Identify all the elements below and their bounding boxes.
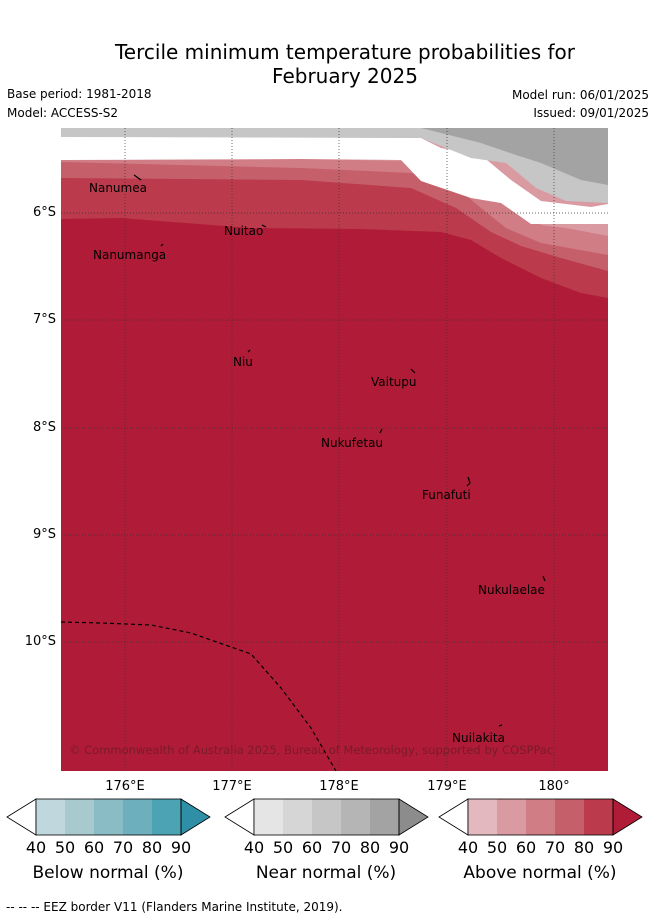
copyright-notice: © Commonwealth of Australia 2025, Bureau…	[69, 743, 553, 757]
lon-label-177e: 177°E	[212, 779, 252, 794]
below-normal-frame	[35, 798, 182, 836]
below-tick-90: 90	[170, 838, 192, 857]
above-tick-60: 60	[515, 838, 537, 857]
island-nukufetau-shape	[379, 428, 383, 434]
island-nuitao-shape	[261, 224, 267, 228]
lon-label-180: 180°	[538, 779, 570, 794]
island-nanumanga-shape	[160, 243, 164, 247]
issued-date: Issued: 09/01/2025	[533, 106, 649, 120]
near-tick-90: 90	[388, 838, 410, 857]
place-label-vaitupu: Vaitupu	[371, 375, 417, 389]
map-title: Tercile minimum temperature probabilitie…	[0, 40, 655, 88]
near-normal-max-arrow	[398, 798, 429, 836]
near-normal-swatch-40	[254, 799, 283, 835]
colorbar-legend	[6, 798, 643, 836]
near-normal-swatch-50	[283, 799, 312, 835]
near-tick-70: 70	[330, 838, 352, 857]
near-tick-40: 40	[243, 838, 265, 857]
map-canvas: Nanumea Nuitao Nanumanga Niu Vaitupu Nuk…	[61, 128, 608, 771]
above-normal-frame	[467, 798, 614, 836]
place-label-nuitao: Nuitao	[224, 224, 263, 238]
below-tick-60: 60	[83, 838, 105, 857]
above-normal-swatch-60	[526, 799, 555, 835]
colorbar-near-normal	[224, 798, 429, 836]
below-normal-swatch-60	[94, 799, 123, 835]
near-normal-60-area	[421, 128, 608, 185]
place-label-nukulaelae: Nukulaelae	[478, 583, 545, 597]
lat-label-9s: 9°S	[32, 527, 56, 542]
below-normal-swatch-50	[65, 799, 94, 835]
above-normal-min-arrow	[438, 798, 469, 836]
place-label-nukufetau: Nukufetau	[321, 436, 383, 450]
eez-border	[61, 621, 337, 771]
above-normal-swatch-80	[584, 799, 613, 835]
above-normal-max-arrow	[612, 798, 643, 836]
lon-label-179e: 179°E	[427, 779, 467, 794]
near-normal-swatch-70	[341, 799, 370, 835]
below-normal-title: Below normal (%)	[32, 863, 184, 883]
island-nukulaelae-shape	[542, 575, 546, 582]
near-tick-60: 60	[301, 838, 323, 857]
map-title-line2: February 2025	[272, 64, 418, 88]
above-tick-90: 90	[602, 838, 624, 857]
above-tick-40: 40	[457, 838, 479, 857]
island-niu-shape	[247, 349, 251, 353]
below-normal-swatch-80	[152, 799, 181, 835]
above-normal-title: Above normal (%)	[463, 863, 617, 883]
below-normal-min-arrow	[6, 798, 37, 836]
above-normal-swatch-70	[555, 799, 584, 835]
lat-label-8s: 8°S	[32, 420, 56, 435]
below-normal-max-arrow	[180, 798, 211, 836]
place-label-nanumea: Nanumea	[89, 181, 147, 195]
above-tick-80: 80	[573, 838, 595, 857]
model-run: Model run: 06/01/2025	[511, 88, 649, 102]
islands	[133, 174, 546, 727]
lon-label-176e: 176°E	[105, 779, 145, 794]
island-nuilakita-shape	[498, 724, 503, 727]
near-tick-80: 80	[359, 838, 381, 857]
above-tick-70: 70	[544, 838, 566, 857]
place-label-nanumanga: Nanumanga	[93, 248, 166, 262]
above-normal-swatch-50	[497, 799, 526, 835]
place-label-niu: Niu	[233, 355, 253, 369]
above-tick-50: 50	[486, 838, 508, 857]
near-normal-swatch-80	[370, 799, 399, 835]
below-tick-40: 40	[25, 838, 47, 857]
below-normal-swatch-70	[123, 799, 152, 835]
lat-label-6s: 6°S	[32, 205, 56, 220]
lat-label-7s: 7°S	[32, 312, 56, 327]
graticule	[61, 128, 608, 771]
island-nanumea-shape	[133, 174, 142, 181]
colorbar-below-normal	[6, 798, 211, 836]
place-label-nuilakita: Nuilakita	[452, 731, 505, 745]
above-normal-swatch-40	[468, 799, 497, 835]
model-name: Model: ACCESS-S2	[7, 106, 119, 120]
near-normal-min-arrow	[224, 798, 255, 836]
below-normal-swatch-40	[36, 799, 65, 835]
lon-label-178e: 178°E	[319, 779, 359, 794]
base-period: Base period: 1981-2018	[7, 87, 152, 101]
colorbar-above-normal	[438, 798, 643, 836]
near-normal-frame	[253, 798, 400, 836]
near-normal-title: Near normal (%)	[255, 863, 397, 883]
island-vaitupu-shape	[410, 368, 416, 374]
map-title-line1: Tercile minimum temperature probabilitie…	[114, 40, 576, 64]
island-funafuti-shape	[466, 476, 471, 487]
near-normal-50-area	[61, 128, 608, 203]
lat-label-10s: 10°S	[24, 634, 56, 649]
below-tick-50: 50	[54, 838, 76, 857]
near-normal-swatch-60	[312, 799, 341, 835]
below-tick-70: 70	[112, 838, 134, 857]
place-label-funafuti: Funafuti	[422, 488, 471, 502]
eez-footnote: -- -- -- EEZ border V11 (Flanders Marine…	[6, 900, 343, 914]
below-tick-80: 80	[141, 838, 163, 857]
map-panel[interactable]: Nanumea Nuitao Nanumanga Niu Vaitupu Nuk…	[61, 128, 608, 771]
near-tick-50: 50	[272, 838, 294, 857]
